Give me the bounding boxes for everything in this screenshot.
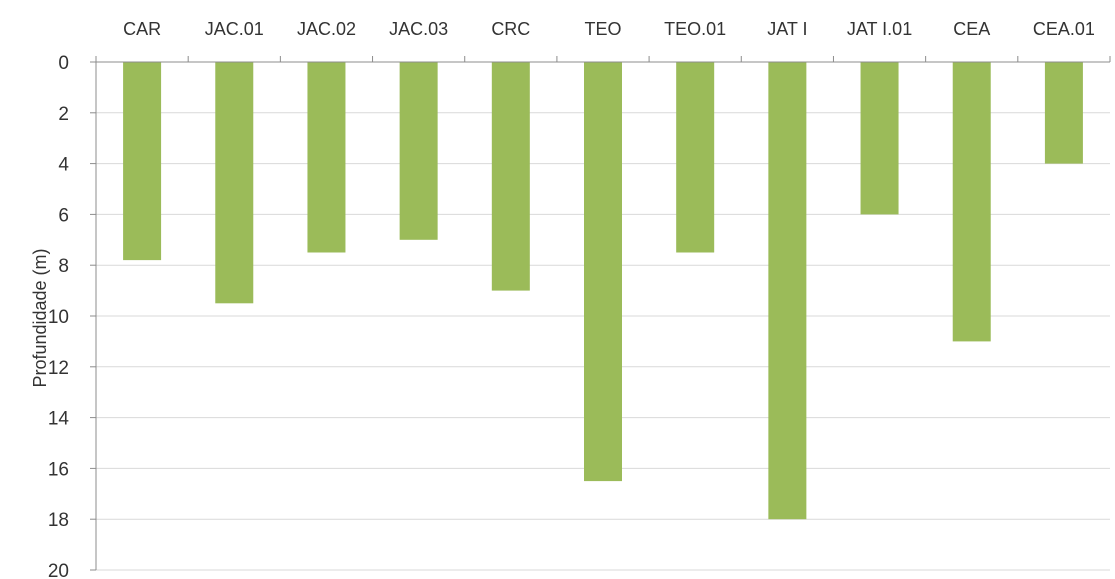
category-label-cea: CEA — [953, 19, 990, 39]
category-label-crc: CRC — [491, 19, 530, 39]
y-tick-label-18: 18 — [48, 510, 69, 531]
category-label-jat-i: JAT I — [767, 19, 807, 39]
y-tick-label-4: 4 — [58, 155, 69, 176]
category-label-jac-03: JAC.03 — [389, 19, 448, 39]
category-label-jat-i-01: JAT I.01 — [847, 19, 912, 39]
category-label-jac-01: JAC.01 — [205, 19, 264, 39]
y-tick-label-0: 0 — [58, 53, 69, 74]
y-tick-label-10: 10 — [48, 307, 69, 328]
y-tick-label-14: 14 — [48, 409, 70, 430]
bar-jac-03 — [399, 62, 438, 240]
y-tick-label-12: 12 — [48, 358, 69, 379]
y-tick-label-20: 20 — [48, 561, 69, 579]
bar-teo — [584, 62, 622, 482]
bar-jac-02 — [307, 62, 346, 253]
bar-jat-i-01 — [860, 62, 899, 215]
bar-cea — [952, 62, 991, 342]
category-label-car: CAR — [123, 19, 161, 39]
bar-crc — [491, 62, 530, 291]
bar-cea-01 — [1044, 62, 1083, 164]
y-tick-label-8: 8 — [58, 256, 69, 277]
category-labels: CAR JAC.01 JAC.02 JAC.03 CRC TEO TEO.01 JAT I JA… — [123, 19, 1095, 39]
category-label-cea-01: CEA.01 — [1033, 19, 1095, 39]
category-label-teo: TEO — [584, 19, 621, 39]
category-label-teo-01: TEO.01 — [664, 19, 726, 39]
bar-car — [123, 62, 162, 261]
y-tick-label-16: 16 — [48, 459, 69, 480]
bar-jac-01 — [215, 62, 254, 304]
bar-teo-01 — [676, 62, 715, 253]
axes — [95, 56, 1111, 570]
category-label-jac-02: JAC.02 — [297, 19, 356, 39]
y-tick-label-6: 6 — [58, 205, 69, 226]
bar-jat-i — [768, 62, 807, 520]
y-tick-label-2: 2 — [58, 104, 69, 125]
y-axis-ticks: 0 2 4 6 8 10 12 14 16 18 20 — [48, 53, 96, 579]
bars — [123, 62, 1083, 520]
y-axis-title: Profundidade (m) — [30, 248, 50, 387]
